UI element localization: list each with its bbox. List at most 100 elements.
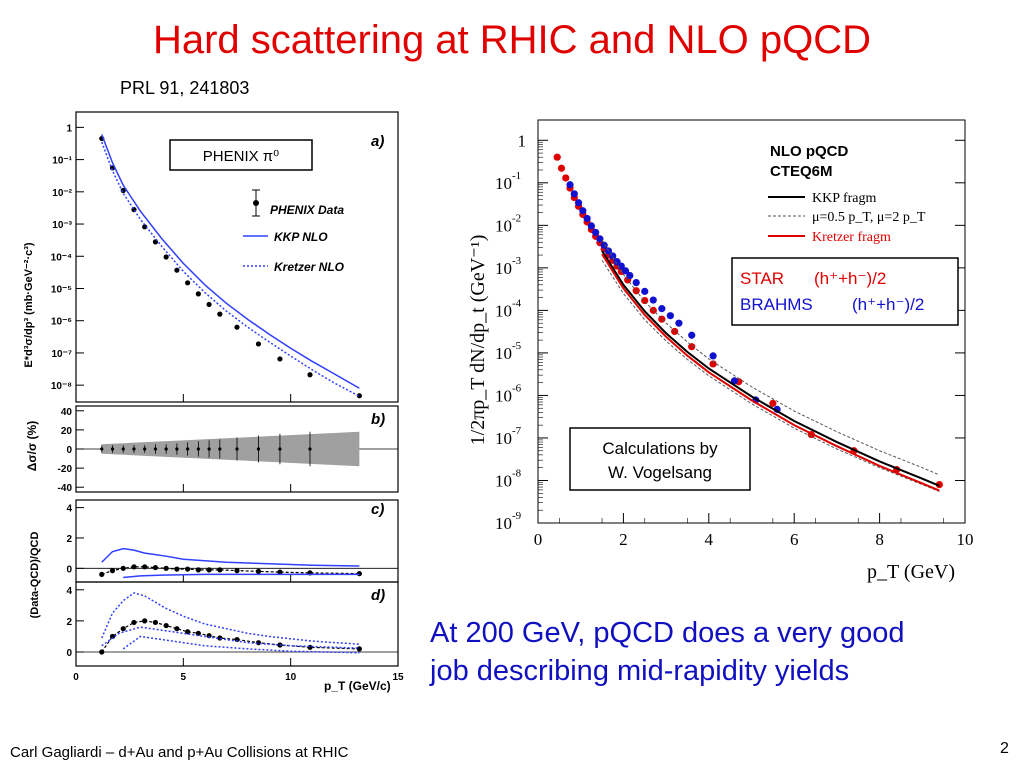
sb-xtick-label: 0 (534, 530, 543, 549)
data-point-brahms (596, 235, 604, 243)
data-point-brahms (649, 296, 657, 304)
data-point-c (217, 567, 223, 573)
legend-mu: μ=0.5 p_T, μ=2 p_T (812, 210, 926, 225)
ytick-label-a: 1 (66, 123, 72, 134)
data-point-star (935, 480, 943, 489)
sb-ytick-label: 10 (495, 301, 512, 320)
panel-label-a: a) (371, 133, 384, 150)
data-point-a (206, 301, 212, 308)
data-point-brahms (579, 207, 587, 215)
xtick-label: 5 (181, 672, 187, 683)
data-point-b (196, 447, 200, 451)
conclusion-line-1: At 200 GeV, pQCD does a very good (430, 617, 905, 649)
annotation-line-1: Calculations by (602, 439, 718, 458)
ytick-label-a: 10⁻³ (52, 220, 72, 231)
ytick-label-a: 10⁻⁷ (51, 349, 72, 360)
ytick-label-d: 2 (66, 617, 72, 628)
legend-kretzer-nlo: Kretzer NLO (274, 260, 345, 274)
sb-ytick-exponent: -9 (512, 510, 522, 522)
conclusion-text: At 200 GeV, pQCD does a very good job de… (430, 614, 1010, 690)
phenix-xlabel: p_T (GeV/c) (324, 679, 391, 693)
data-point-star (557, 164, 566, 172)
curve-d-lower (122, 635, 360, 654)
sb-ytick-exponent: -4 (512, 297, 522, 309)
sb-ytick-label: 10 (495, 514, 512, 533)
uncertainty-band (101, 431, 360, 467)
data-point-brahms (675, 319, 683, 327)
data-point-star (709, 360, 717, 368)
curve-c-lower (123, 573, 360, 579)
phenix-ylabel-cd: (Data-QCD)/QCD (29, 532, 41, 619)
ytick-label-a: 10⁻⁸ (51, 381, 72, 392)
phenix-ylabel-b: Δσ/σ (%) (25, 421, 39, 471)
sb-xtick-label: 4 (705, 530, 714, 549)
sb-frame (537, 119, 966, 524)
xtick-label: 15 (392, 672, 404, 683)
data-point-star (553, 153, 561, 161)
legend-title-1: NLO pQCD (770, 143, 848, 160)
ytick-label-a: 10⁻⁴ (51, 252, 72, 263)
legend-kkp-nlo: KKP NLO (274, 230, 328, 244)
legend-title-2: CTEQ6M (770, 163, 833, 180)
data-point-b (100, 447, 104, 451)
sb-ytick-exponent: -1 (512, 170, 521, 182)
data-point-brahms (666, 312, 674, 320)
panel-label-c: c) (371, 501, 384, 518)
data-point-brahms (621, 267, 630, 275)
panel-frame-d (75, 581, 399, 667)
ytick-label-c: 0 (66, 564, 72, 575)
legend-brahms-ch: (h⁺+h⁻)/2 (852, 295, 924, 314)
curve-kkp-fragm (601, 250, 940, 487)
sb-ytick-label: 10 (495, 259, 512, 278)
legend-kretzer: Kretzer fragm (812, 230, 891, 245)
data-point-b (175, 447, 179, 451)
sb-xtick-label: 10 (957, 530, 974, 549)
panel-label-b: b) (371, 411, 385, 428)
ytick-label-b: 20 (61, 426, 73, 437)
data-point-c (277, 569, 283, 575)
data-point-brahms (632, 279, 640, 287)
data-point-b (153, 447, 158, 451)
xtick-label: 0 (73, 672, 79, 683)
data-point-a (185, 280, 191, 286)
sb-xlabel: p_T (GeV) (867, 561, 955, 583)
data-point-star (562, 174, 570, 182)
data-point-a (277, 356, 283, 362)
data-point-a (255, 341, 262, 347)
ytick-label-b: 0 (66, 445, 72, 456)
data-point-brahms (600, 241, 608, 249)
phenix-legend: PHENIX Data KKP NLO Kretzer NLO (243, 189, 345, 274)
data-point-a (195, 291, 201, 297)
legend-brahms: BRAHMS (740, 295, 813, 314)
legend-kkp: KKP fragm (812, 191, 877, 206)
phenix-chart: 110⁻¹10⁻²10⁻³10⁻⁴10⁻⁵10⁻⁶10⁻⁷10⁻⁸40200-2… (23, 111, 404, 693)
ratio-line-d (101, 620, 360, 653)
data-point-c (152, 564, 159, 571)
curve-d-middle (101, 626, 360, 649)
data-point-b (256, 447, 261, 451)
data-point-b (207, 447, 211, 451)
data-point-brahms (688, 331, 696, 339)
ytick-label-a: 10⁻² (52, 188, 72, 199)
phenix-box-label: PHENIX π⁰ (203, 148, 279, 165)
data-point-brahms (730, 377, 739, 385)
curve-a-kretzer-nlo (101, 141, 360, 397)
data-point-c (142, 564, 148, 570)
data-point-a (234, 324, 240, 330)
data-point-brahms (583, 214, 591, 223)
data-point-a (163, 254, 169, 260)
conclusion-line-2: job describing mid-rapidity yields (430, 655, 850, 687)
sb-xtick-label: 8 (875, 530, 884, 549)
ytick-label-d: 4 (66, 586, 72, 597)
data-point-brahms (570, 190, 578, 198)
data-point-star (769, 399, 777, 407)
data-point-brahms (641, 287, 649, 295)
ytick-label-b: -20 (58, 464, 73, 475)
data-point-c (131, 564, 137, 570)
sb-ytick-exponent: -2 (512, 212, 521, 224)
data-point-a (356, 393, 362, 399)
data-point-b (110, 447, 115, 451)
legend-star: STAR (740, 269, 784, 288)
ytick-label-a: 10⁻⁶ (51, 317, 72, 328)
data-point-b (143, 447, 147, 451)
